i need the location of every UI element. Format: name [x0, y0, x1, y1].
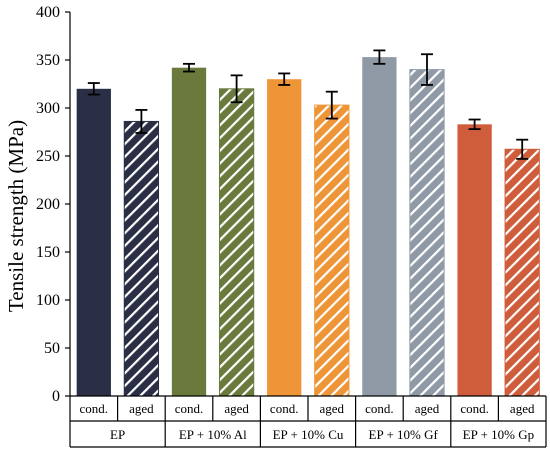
- condition-label: aged: [129, 401, 154, 416]
- bar-aged: [218, 88, 255, 397]
- condition-label: cond.: [365, 401, 394, 416]
- bar-aged: [504, 148, 540, 397]
- y-tick-label: 150: [36, 244, 60, 261]
- group-label: EP + 10% Cu: [273, 427, 344, 442]
- bar-aged: [123, 120, 160, 397]
- condition-label: aged: [415, 401, 440, 416]
- group-label: EP + 10% Gf: [369, 427, 439, 442]
- bar-aged: [314, 104, 350, 397]
- bar-cond: [267, 79, 302, 396]
- condition-label: cond.: [175, 401, 204, 416]
- y-tick-label: 0: [52, 388, 60, 405]
- bar-cond: [76, 88, 111, 397]
- group-label: EP + 10% Gp: [463, 427, 535, 442]
- y-tick-label: 400: [36, 4, 60, 21]
- group-label: EP: [110, 427, 125, 442]
- condition-label: cond.: [270, 401, 299, 416]
- y-tick-label: 200: [36, 196, 60, 213]
- condition-label: aged: [510, 401, 535, 416]
- y-axis-label: Tensile strength (MPa): [4, 120, 28, 312]
- bar-cond: [171, 67, 207, 397]
- y-tick-label: 250: [36, 148, 60, 165]
- y-tick-label: 50: [44, 340, 60, 357]
- bar-aged: [409, 69, 445, 397]
- y-tick-label: 100: [36, 292, 60, 309]
- y-tick-label: 350: [36, 52, 60, 69]
- bar-cond: [457, 124, 492, 396]
- condition-label: cond.: [460, 401, 489, 416]
- condition-label: aged: [320, 401, 345, 416]
- bar-cond: [362, 57, 397, 397]
- y-tick-label: 300: [36, 100, 60, 117]
- condition-label: cond.: [80, 401, 109, 416]
- group-label: EP + 10% Al: [179, 427, 247, 442]
- condition-label: aged: [224, 401, 249, 416]
